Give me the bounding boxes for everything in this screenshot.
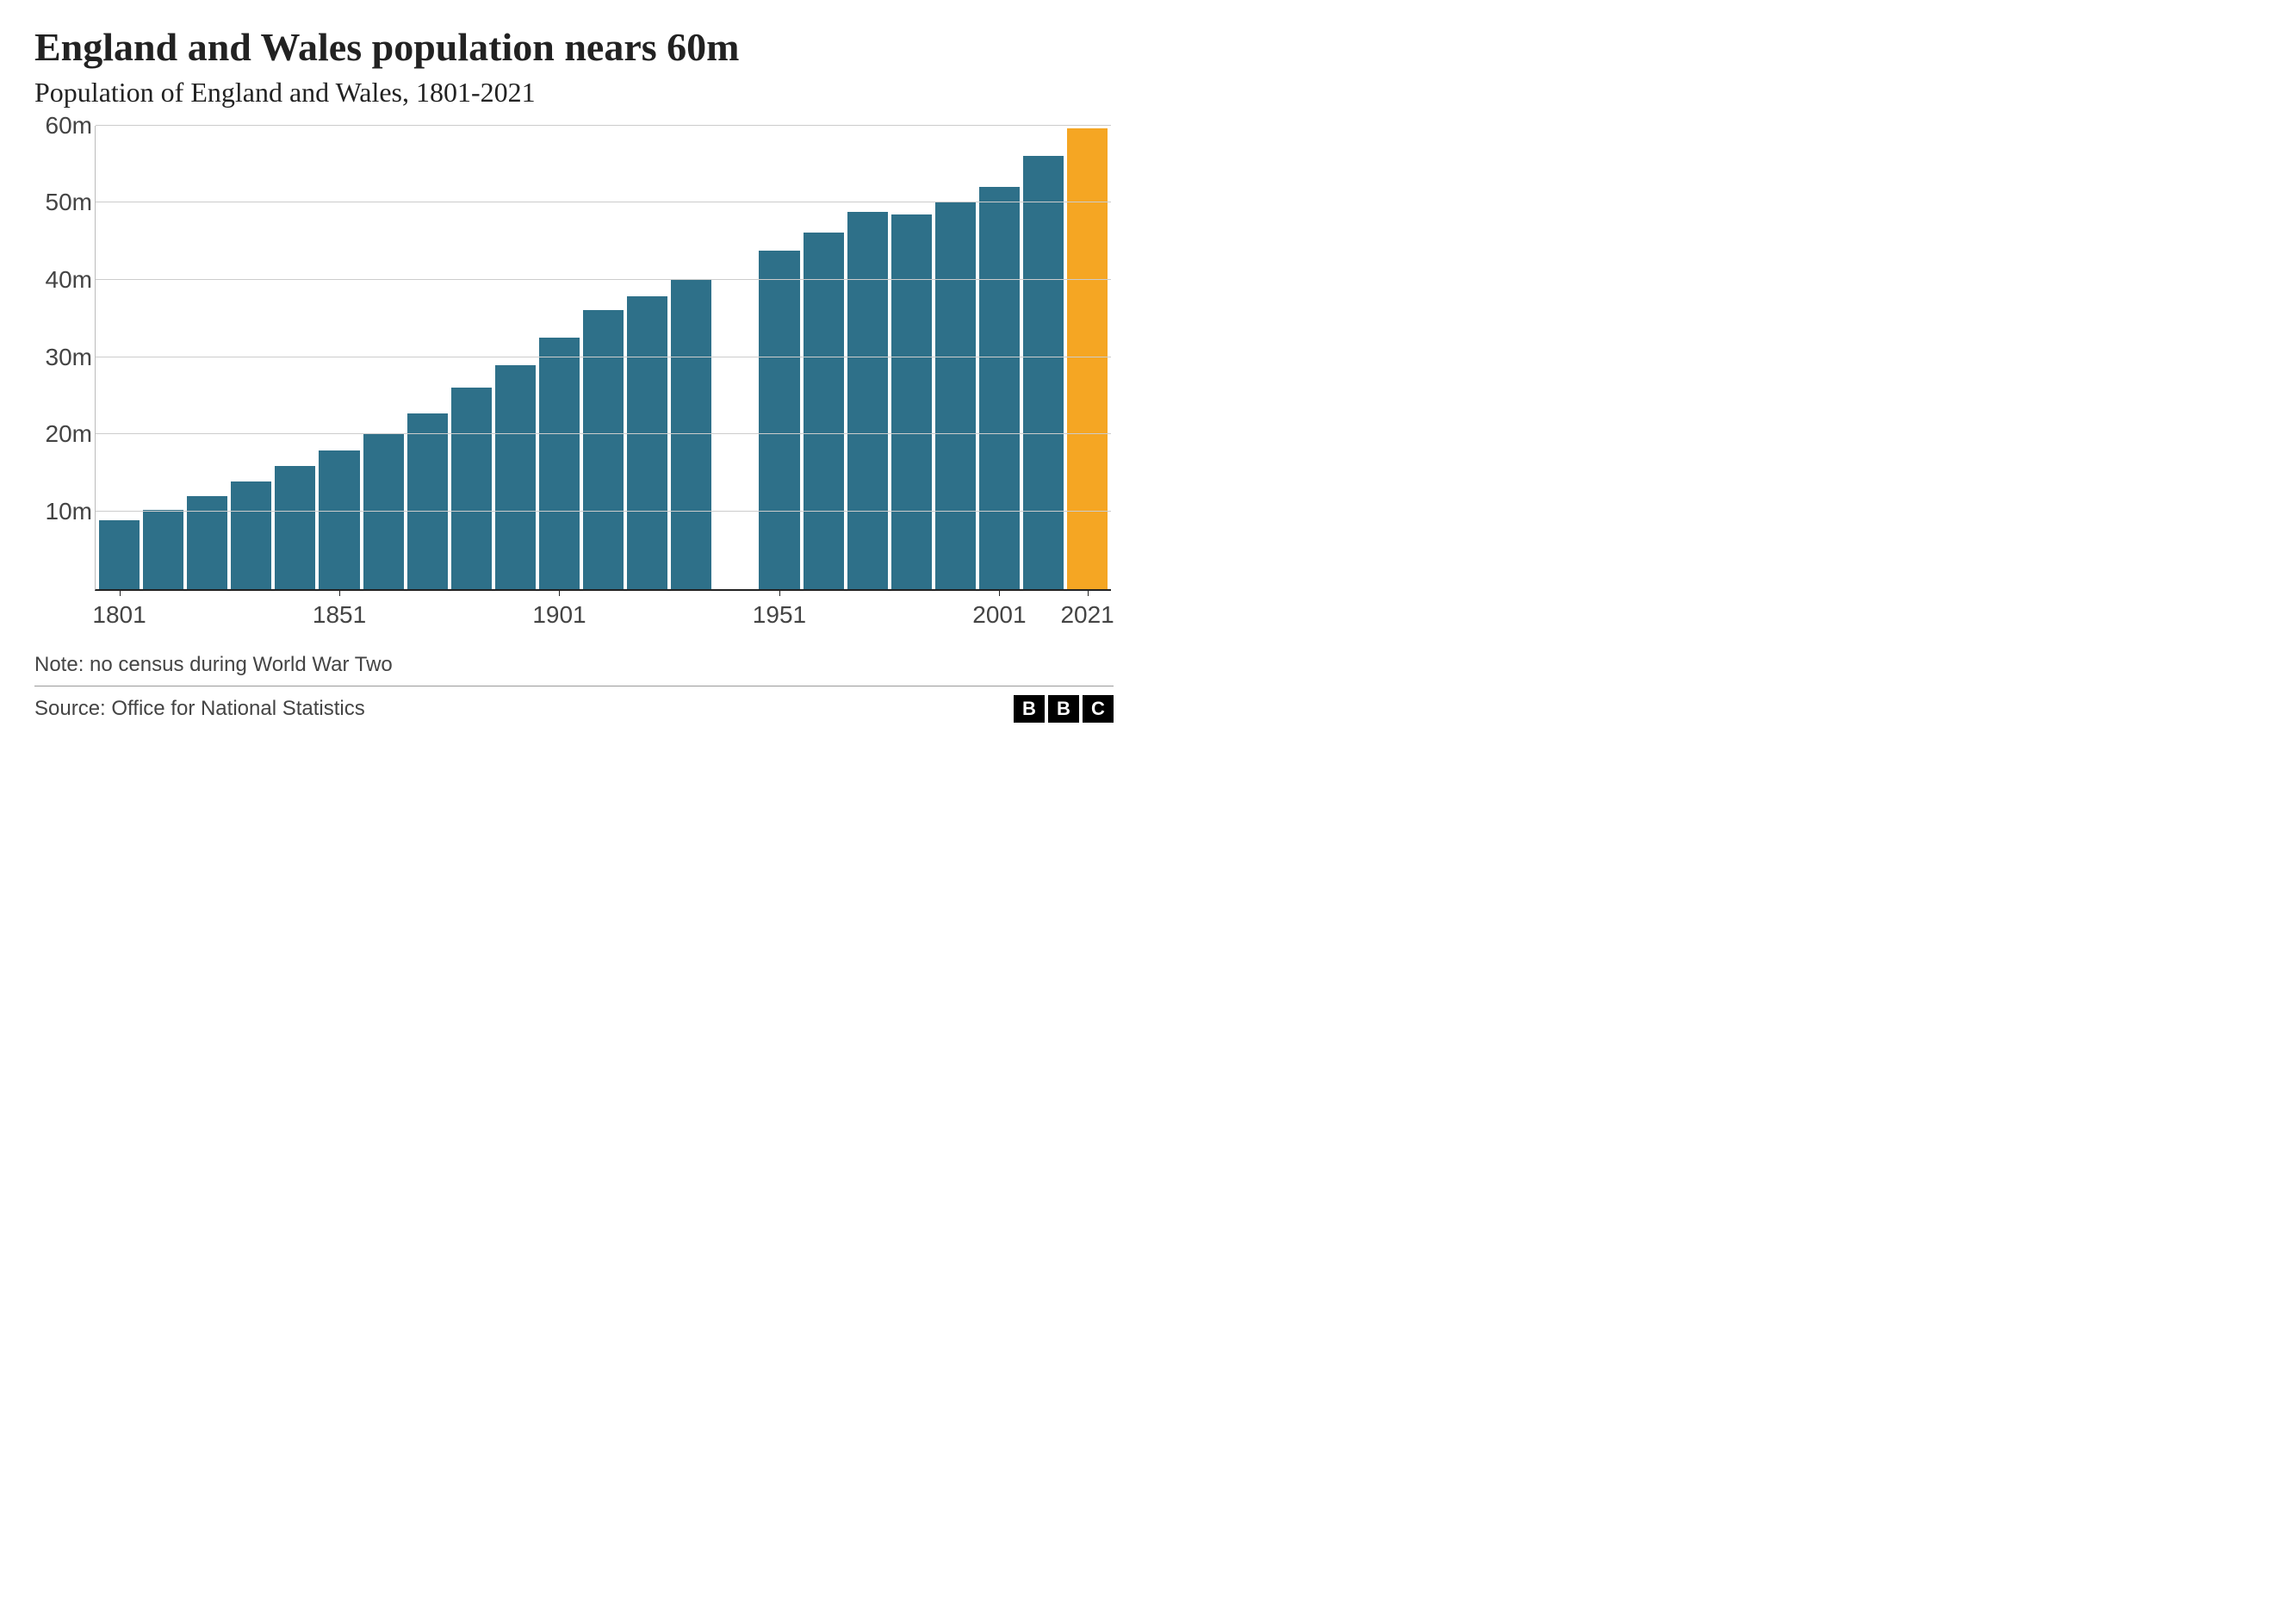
gridline xyxy=(96,511,1111,512)
bar-slot xyxy=(715,126,755,589)
bar xyxy=(627,296,667,589)
source-row: Source: Office for National Statistics B… xyxy=(34,686,1114,723)
gridline xyxy=(96,433,1111,434)
bar-slot xyxy=(451,126,492,589)
chart-source: Source: Office for National Statistics xyxy=(34,697,365,721)
chart-note: Note: no census during World War Two xyxy=(34,653,1114,686)
chart-subtitle: Population of England and Wales, 1801-20… xyxy=(34,77,1114,109)
y-axis-label: 30m xyxy=(46,344,96,371)
x-axis-label: 2001 xyxy=(972,589,1026,629)
bar xyxy=(407,413,448,589)
y-axis-label: 20m xyxy=(46,420,96,448)
bar xyxy=(319,450,359,589)
y-axis-label: 40m xyxy=(46,266,96,294)
bbc-logo-box: B xyxy=(1014,695,1045,723)
chart-bars: 1801 1851 1901 1951 2001 2021 xyxy=(96,126,1111,589)
bar xyxy=(231,481,271,589)
bar-slot xyxy=(891,126,932,589)
chart-container: England and Wales population nears 60m P… xyxy=(0,0,1148,808)
bar-slot: 1851 xyxy=(319,126,359,589)
bar-slot xyxy=(363,126,404,589)
bar xyxy=(539,338,580,588)
bar-slot xyxy=(847,126,888,589)
bar-slot xyxy=(1023,126,1064,589)
bar xyxy=(1067,128,1108,588)
bar-slot xyxy=(275,126,315,589)
bar xyxy=(451,388,492,588)
bar-slot xyxy=(231,126,271,589)
bar-slot: 1951 xyxy=(759,126,799,589)
x-axis-label: 1851 xyxy=(313,589,366,629)
bar xyxy=(583,310,624,589)
chart-footer: Note: no census during World War Two Sou… xyxy=(34,653,1114,723)
bar-slot xyxy=(143,126,183,589)
bar xyxy=(143,510,183,588)
y-axis-label: 10m xyxy=(46,498,96,525)
gridline xyxy=(96,125,1111,126)
bar xyxy=(759,251,799,589)
bar-slot: 2021 xyxy=(1067,126,1108,589)
bbc-logo: BBC xyxy=(1014,695,1114,723)
bar xyxy=(671,280,711,589)
bar xyxy=(99,520,140,589)
x-axis-label: 1951 xyxy=(753,589,806,629)
bar-slot xyxy=(671,126,711,589)
bar xyxy=(891,214,932,589)
bbc-logo-box: C xyxy=(1083,695,1114,723)
bar-slot xyxy=(627,126,667,589)
bar xyxy=(847,212,888,589)
x-axis-label: 1901 xyxy=(532,589,586,629)
y-axis-label: 60m xyxy=(46,112,96,140)
bar-slot: 2001 xyxy=(979,126,1020,589)
bar-slot xyxy=(804,126,844,589)
gridline xyxy=(96,279,1111,280)
chart-plot: 180118511901195120012021 10m20m30m40m50m… xyxy=(95,126,1111,591)
bar-slot xyxy=(407,126,448,589)
y-axis-label: 50m xyxy=(46,189,96,216)
chart-title: England and Wales population nears 60m xyxy=(34,26,1114,70)
bar xyxy=(979,187,1020,588)
bar xyxy=(1023,156,1064,589)
bar-slot xyxy=(495,126,536,589)
bbc-logo-box: B xyxy=(1048,695,1079,723)
bar-slot: 1901 xyxy=(539,126,580,589)
bar-slot: 1801 xyxy=(99,126,140,589)
bar xyxy=(495,365,536,589)
chart-area: 1801 1851 1901 1951 2001 2021 10m 20m 30m 40m 50m… xyxy=(34,126,1114,591)
bar xyxy=(804,233,844,588)
x-axis-label: 2021 xyxy=(1060,589,1114,629)
bar-slot xyxy=(935,126,976,589)
bar xyxy=(275,466,315,589)
x-axis-label: 1801 xyxy=(92,589,146,629)
bar-slot xyxy=(187,126,227,589)
bar-slot xyxy=(583,126,624,589)
bar xyxy=(935,202,976,588)
